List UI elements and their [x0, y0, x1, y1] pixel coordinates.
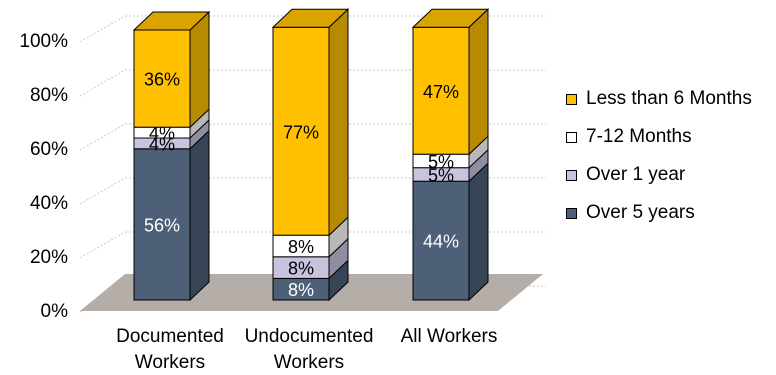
- gridline-side: [79, 69, 126, 97]
- gridline-side: [79, 15, 126, 43]
- gridline-side: [79, 231, 126, 259]
- legend-swatch-over-5-years: [566, 207, 577, 219]
- data-label: 8%: [288, 280, 314, 300]
- y-tick-label: 80%: [30, 85, 68, 106]
- legend-swatch-over-1-year: [566, 169, 577, 181]
- bar-top: [411, 8, 490, 28]
- data-label: 77%: [283, 122, 319, 142]
- x-category-label: Undocumented: [245, 326, 374, 347]
- data-label: 8%: [288, 237, 314, 257]
- bar-top: [132, 11, 211, 31]
- legend-item-7-12-months: 7-12 Months: [566, 118, 752, 156]
- gridline-side: [79, 177, 126, 205]
- bar-segment-side: [189, 129, 210, 302]
- bar-segment-front: [133, 148, 191, 301]
- bar-segment-front: [272, 26, 330, 236]
- y-tick-label: 40%: [30, 193, 68, 214]
- legend-label: Over 1 year: [586, 164, 686, 185]
- data-label: 8%: [288, 259, 314, 279]
- y-tick-label: 20%: [30, 247, 68, 268]
- x-category-label: Documented: [116, 326, 224, 347]
- legend-item-over-5-years: Over 5 years: [566, 194, 752, 232]
- legend-item-less-than-6-months: Less than 6 Months: [566, 80, 752, 118]
- data-label: 47%: [423, 82, 459, 102]
- data-label: 5%: [428, 165, 454, 185]
- gridline-side: [79, 123, 126, 151]
- bar-segment-side: [468, 8, 489, 156]
- bar-segment-front: [412, 180, 470, 301]
- data-label: 5%: [428, 152, 454, 172]
- data-label: 56%: [144, 215, 180, 235]
- y-tick-label: 100%: [19, 31, 68, 52]
- legend-label: 7-12 Months: [586, 126, 692, 147]
- legend-label: Less than 6 Months: [586, 88, 752, 109]
- legend: Less than 6 Months 7-12 Months Over 1 ye…: [566, 80, 752, 232]
- data-label: 4%: [149, 134, 175, 154]
- bar-segment-side: [328, 8, 349, 237]
- bar-top: [271, 8, 350, 28]
- data-label: 4%: [149, 124, 175, 144]
- legend-label: Over 5 years: [586, 202, 695, 223]
- bar-segment-front: [412, 26, 470, 155]
- data-label: 44%: [423, 232, 459, 252]
- legend-swatch-7-12-months: [566, 131, 577, 143]
- x-category-label: All Workers: [401, 326, 498, 347]
- y-tick-label: 60%: [30, 139, 68, 160]
- x-category-label: Workers: [274, 352, 344, 373]
- legend-item-over-1-year: Over 1 year: [566, 156, 752, 194]
- data-label: 36%: [144, 70, 180, 90]
- bar-segment-side: [189, 10, 210, 129]
- bar-segment-side: [468, 162, 489, 302]
- y-tick-label: 0%: [41, 301, 69, 322]
- x-category-label: Workers: [135, 352, 205, 373]
- legend-swatch-less-than-6-months: [566, 93, 577, 105]
